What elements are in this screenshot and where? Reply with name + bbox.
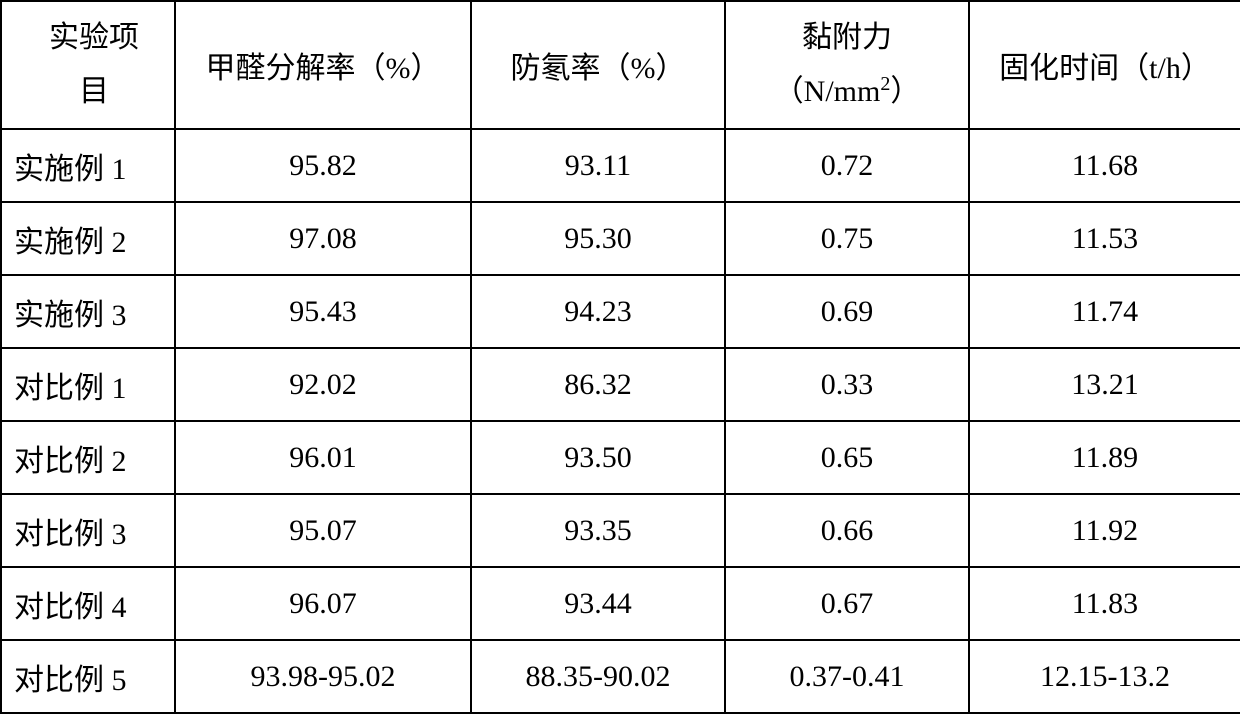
header-text: 实验项 (49, 21, 139, 54)
cell-curing: 11.89 (969, 421, 1240, 494)
header-curing: 固化时间（t/h） (969, 1, 1240, 129)
cell-formaldehyde: 96.01 (175, 421, 471, 494)
data-table: 实验项 目 甲醛分解率（%） 防氡率（%） 黏附力 （N/mm2） 固化时间（t… (0, 0, 1240, 714)
cell-experiment: 实施例 3 (1, 275, 175, 348)
header-text: 目 (79, 75, 109, 108)
cell-formaldehyde: 93.98-95.02 (175, 640, 471, 713)
table-row: 对比例 2 96.01 93.50 0.65 11.89 (1, 421, 1240, 494)
table-row: 对比例 4 96.07 93.44 0.67 11.83 (1, 567, 1240, 640)
cell-radon: 86.32 (471, 348, 725, 421)
header-formaldehyde: 甲醛分解率（%） (175, 1, 471, 129)
table-row: 实施例 3 95.43 94.23 0.69 11.74 (1, 275, 1240, 348)
cell-experiment: 实施例 2 (1, 202, 175, 275)
header-text: ） (890, 75, 920, 108)
header-text: 黏附力 (802, 21, 892, 54)
cell-curing: 12.15-13.2 (969, 640, 1240, 713)
cell-curing: 11.74 (969, 275, 1240, 348)
cell-curing: 13.21 (969, 348, 1240, 421)
table-body: 实施例 1 95.82 93.11 0.72 11.68 实施例 2 97.08… (1, 129, 1240, 713)
cell-adhesion: 0.65 (725, 421, 969, 494)
table-row: 实施例 1 95.82 93.11 0.72 11.68 (1, 129, 1240, 202)
cell-experiment: 对比例 3 (1, 494, 175, 567)
cell-curing: 11.83 (969, 567, 1240, 640)
cell-adhesion: 0.37-0.41 (725, 640, 969, 713)
cell-radon: 93.11 (471, 129, 725, 202)
table-header-row: 实验项 目 甲醛分解率（%） 防氡率（%） 黏附力 （N/mm2） 固化时间（t… (1, 1, 1240, 129)
header-adhesion: 黏附力 （N/mm2） (725, 1, 969, 129)
cell-experiment: 实施例 1 (1, 129, 175, 202)
cell-radon: 95.30 (471, 202, 725, 275)
cell-formaldehyde: 96.07 (175, 567, 471, 640)
header-radon: 防氡率（%） (471, 1, 725, 129)
cell-experiment: 对比例 1 (1, 348, 175, 421)
cell-formaldehyde: 95.43 (175, 275, 471, 348)
cell-adhesion: 0.75 (725, 202, 969, 275)
cell-formaldehyde: 97.08 (175, 202, 471, 275)
cell-adhesion: 0.33 (725, 348, 969, 421)
cell-curing: 11.53 (969, 202, 1240, 275)
cell-formaldehyde: 92.02 (175, 348, 471, 421)
cell-radon: 93.35 (471, 494, 725, 567)
cell-curing: 11.68 (969, 129, 1240, 202)
cell-radon: 93.50 (471, 421, 725, 494)
superscript: 2 (880, 73, 890, 95)
cell-adhesion: 0.72 (725, 129, 969, 202)
table-row: 对比例 1 92.02 86.32 0.33 13.21 (1, 348, 1240, 421)
cell-experiment: 对比例 2 (1, 421, 175, 494)
header-experiment: 实验项 目 (1, 1, 175, 129)
cell-radon: 93.44 (471, 567, 725, 640)
cell-formaldehyde: 95.82 (175, 129, 471, 202)
cell-curing: 11.92 (969, 494, 1240, 567)
header-text: （N/mm (774, 75, 881, 108)
cell-radon: 94.23 (471, 275, 725, 348)
cell-adhesion: 0.67 (725, 567, 969, 640)
table-row: 对比例 3 95.07 93.35 0.66 11.92 (1, 494, 1240, 567)
cell-radon: 88.35-90.02 (471, 640, 725, 713)
cell-adhesion: 0.66 (725, 494, 969, 567)
table-row: 对比例 5 93.98-95.02 88.35-90.02 0.37-0.41 … (1, 640, 1240, 713)
table-row: 实施例 2 97.08 95.30 0.75 11.53 (1, 202, 1240, 275)
cell-adhesion: 0.69 (725, 275, 969, 348)
cell-formaldehyde: 95.07 (175, 494, 471, 567)
cell-experiment: 对比例 5 (1, 640, 175, 713)
cell-experiment: 对比例 4 (1, 567, 175, 640)
